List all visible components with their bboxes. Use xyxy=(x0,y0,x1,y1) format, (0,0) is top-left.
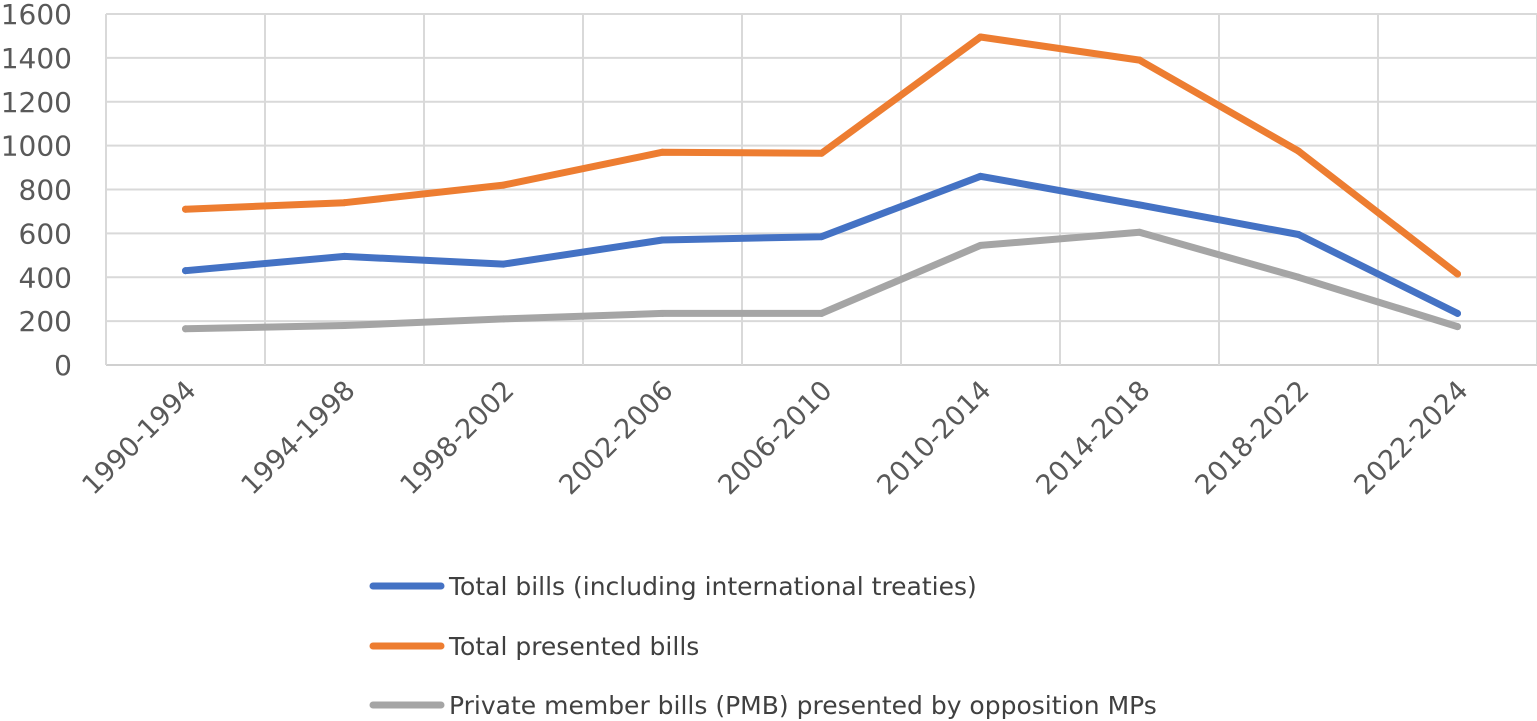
x-tick-label: 1994-1998 xyxy=(235,375,361,501)
x-tick-label: 1990-1994 xyxy=(76,375,202,501)
series-2-point xyxy=(341,322,348,330)
series-0-point xyxy=(500,260,507,268)
x-tick-label: 2002-2006 xyxy=(553,375,679,501)
series-0-point xyxy=(1454,309,1461,317)
series-0-point xyxy=(818,233,825,241)
series-2-point xyxy=(182,325,189,333)
series-2-point xyxy=(1295,273,1302,281)
y-tick-label: 1000 xyxy=(1,130,72,163)
series-0-point xyxy=(341,252,348,260)
series-2-point xyxy=(500,315,507,323)
y-tick-label: 200 xyxy=(19,305,72,338)
y-tick-label: 1200 xyxy=(1,86,72,119)
series-2-point xyxy=(977,241,984,249)
x-tick-label: 2010-2014 xyxy=(871,375,997,501)
series-2-point xyxy=(1136,228,1143,236)
legend: Total bills (including international tre… xyxy=(369,572,1157,720)
series-2-point xyxy=(818,309,825,317)
series-1-point xyxy=(659,148,666,156)
series-1-point xyxy=(818,149,825,157)
y-tick-label: 0 xyxy=(54,349,72,382)
x-tick-label: 2014-2018 xyxy=(1030,375,1156,501)
series-0-point xyxy=(182,267,189,275)
x-tick-label: 2006-2010 xyxy=(712,375,838,501)
series-1-point xyxy=(1295,147,1302,155)
x-tick-label: 2018-2022 xyxy=(1189,375,1315,501)
y-tick-label: 800 xyxy=(19,174,72,207)
y-tick-label: 600 xyxy=(19,217,72,250)
series-1-point xyxy=(977,33,984,41)
series-1-point xyxy=(1136,56,1143,64)
legend-label-2: Private member bills (PMB) presented by … xyxy=(449,691,1157,720)
y-tick-label: 1600 xyxy=(1,0,72,31)
series-1-point xyxy=(182,205,189,213)
series-2-point xyxy=(659,309,666,317)
series-0-point xyxy=(1295,230,1302,238)
legend-label-1: Total presented bills xyxy=(448,632,699,661)
series-1-point xyxy=(500,181,507,189)
y-axis-ticks: 0 200 400 600 800 1000 1200 1400 1600 xyxy=(1,0,72,382)
series-0-point xyxy=(977,172,984,180)
series-1-point xyxy=(1454,270,1461,278)
series-2-point xyxy=(1454,323,1461,331)
x-tick-label: 1998-2002 xyxy=(394,375,520,501)
x-axis-ticks: 1990-1994 1994-1998 1998-2002 2002-2006 2006… xyxy=(76,375,1474,501)
legend-label-0: Total bills (including international tre… xyxy=(448,572,977,601)
series-0-point xyxy=(659,236,666,244)
series-1-point xyxy=(341,199,348,207)
gridlines xyxy=(105,13,1537,366)
x-tick-label: 2022-2024 xyxy=(1348,375,1474,501)
series-lines xyxy=(182,33,1461,333)
y-tick-label: 400 xyxy=(19,261,72,294)
y-tick-label: 1400 xyxy=(1,42,72,75)
series-0-point xyxy=(1136,201,1143,209)
